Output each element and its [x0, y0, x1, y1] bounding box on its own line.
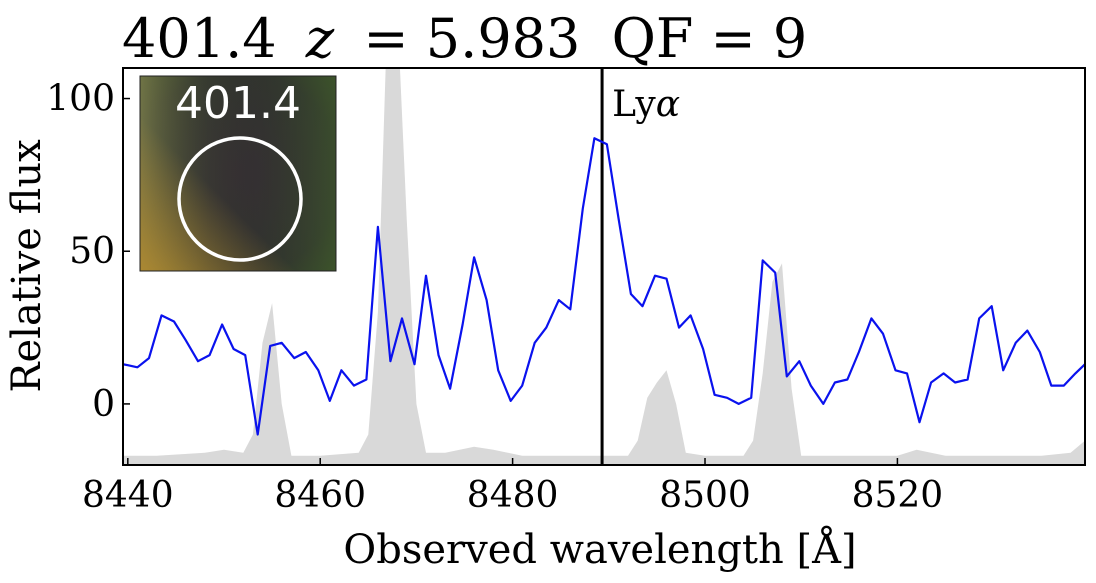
y-tick-label: 50 [69, 231, 115, 272]
x-axis: 8440 8460 8480 8500 8520 [82, 458, 943, 516]
lyman-alpha-label: Lyα [612, 84, 680, 125]
inset-label: 401.4 [175, 78, 301, 129]
x-tick-label: 8480 [467, 475, 559, 516]
x-tick-label: 8500 [659, 475, 751, 516]
x-tick-label: 8440 [82, 475, 174, 516]
y-tick-label: 0 [92, 384, 115, 425]
x-axis-label: Observed wavelength [Å] [343, 526, 856, 573]
plot-frame [122, 67, 1086, 466]
y-axis: 0 50 100 [46, 79, 130, 425]
y-axis-label: Relative flux [4, 139, 50, 393]
x-tick-label: 8520 [852, 475, 944, 516]
plot-area [123, 68, 1085, 465]
chart-title: 401.4 z = 5.983 QF = 9 [122, 7, 807, 70]
x-tick-label: 8460 [274, 475, 366, 516]
flux-spectrum-line [123, 137, 1085, 436]
y-tick-label: 100 [46, 79, 115, 120]
source-cutout-inset: 401.4 [139, 75, 337, 272]
aperture-circle [177, 136, 303, 262]
